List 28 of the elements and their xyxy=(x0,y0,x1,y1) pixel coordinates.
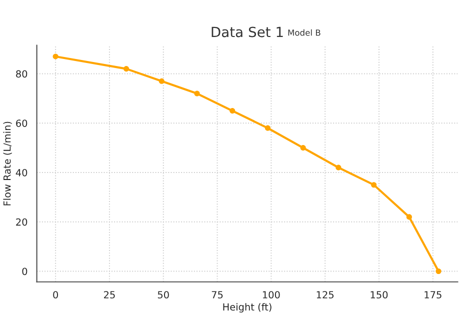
point xyxy=(406,214,412,220)
y-tick-label: 80 xyxy=(16,70,28,78)
point xyxy=(124,66,130,72)
point xyxy=(436,268,442,274)
point xyxy=(194,90,200,96)
x-axis-title: Height (ft) xyxy=(223,303,272,313)
y-tick-label: 20 xyxy=(16,218,28,226)
chart-title: Data Set 1 xyxy=(212,26,283,38)
point xyxy=(52,54,58,60)
x-tick-label: 0 xyxy=(53,291,58,298)
point xyxy=(300,145,306,151)
x-tick-label: 100 xyxy=(262,291,280,298)
x-tick-label: 25 xyxy=(104,291,115,298)
y-tick-label: 40 xyxy=(16,168,28,176)
x-tick-label: 125 xyxy=(316,291,334,298)
point xyxy=(230,108,236,114)
y-axis-title: Flow Rate (L/min) xyxy=(3,122,12,206)
x-tick-label: 50 xyxy=(158,291,169,298)
y-tick-label: 60 xyxy=(16,120,28,127)
y-tick-label: 0 xyxy=(22,268,28,276)
x-tick-label: 75 xyxy=(212,291,223,298)
text: Model B xyxy=(288,29,320,36)
point xyxy=(336,164,342,170)
point xyxy=(158,78,164,84)
point xyxy=(264,125,271,131)
x-tick-label: 175 xyxy=(424,291,442,298)
point xyxy=(371,182,377,188)
x-tick-label: 150 xyxy=(370,291,388,298)
